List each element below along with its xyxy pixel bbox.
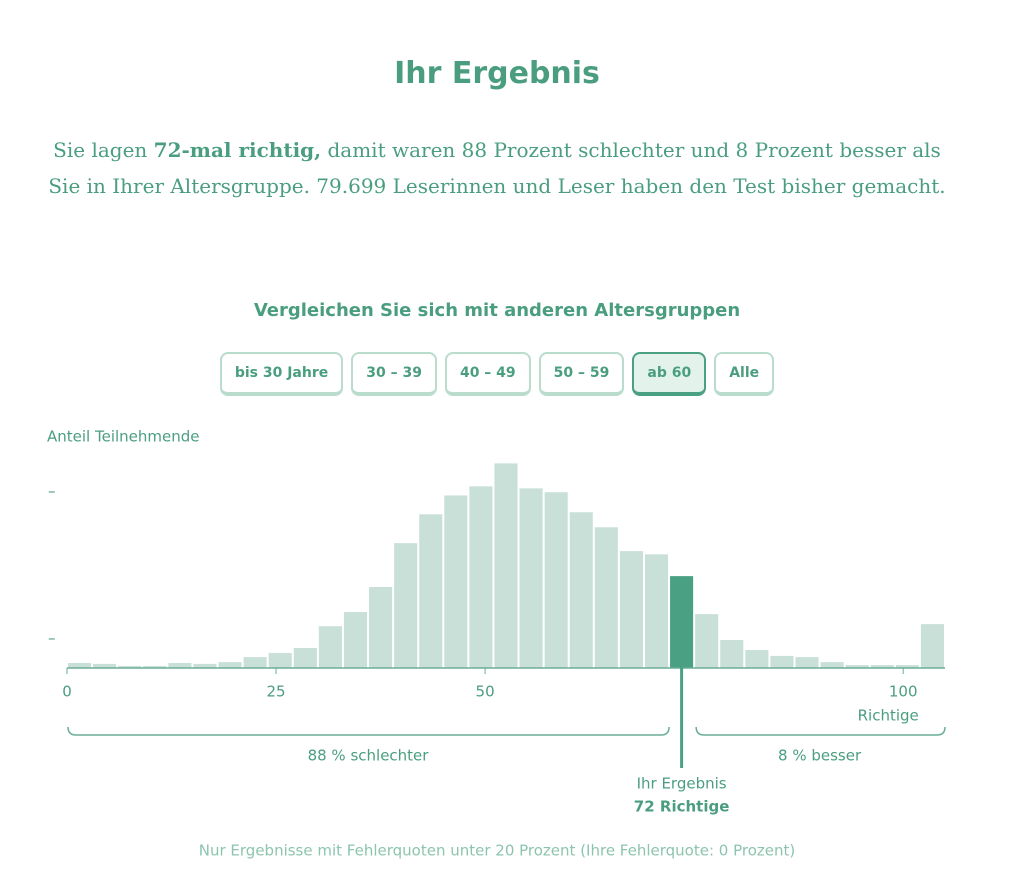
x-axis-label: Richtige bbox=[858, 707, 919, 725]
marker-label: Ihr Ergebnis bbox=[637, 775, 727, 793]
compare-title: Vergleichen Sie sich mit anderen Altersg… bbox=[253, 300, 741, 321]
bar bbox=[544, 492, 568, 668]
age-button[interactable]: 40 – 49 bbox=[444, 352, 531, 396]
button-group: bis 30 Jahre 30 – 39 40 – 49 50 – 59 ab 60 Al… bbox=[0, 352, 994, 396]
bar bbox=[895, 665, 919, 668]
bar bbox=[193, 663, 217, 668]
bar bbox=[343, 612, 368, 668]
bar bbox=[419, 514, 443, 668]
y-tick-label: – bbox=[48, 482, 56, 500]
bar bbox=[293, 647, 317, 668]
bar bbox=[394, 543, 418, 668]
bar bbox=[494, 463, 518, 668]
bar bbox=[218, 662, 242, 668]
x-tick-label: 0 bbox=[62, 683, 72, 701]
bar bbox=[93, 663, 117, 668]
bar bbox=[318, 626, 342, 668]
intro-text: Sie lagen bbox=[53, 138, 154, 162]
better-label: 8 % besser bbox=[778, 747, 862, 765]
bar bbox=[770, 655, 794, 668]
age-button[interactable]: Alle bbox=[714, 352, 775, 396]
bar bbox=[720, 640, 744, 668]
bar bbox=[118, 665, 142, 668]
bracket bbox=[67, 726, 670, 736]
bar bbox=[243, 657, 267, 668]
bar bbox=[369, 587, 393, 668]
intro: Sie lagen 72-mal richtig, damit waren 88… bbox=[47, 132, 947, 204]
bar bbox=[695, 614, 719, 668]
bar bbox=[268, 652, 292, 668]
bracket bbox=[695, 726, 946, 736]
bar bbox=[143, 665, 167, 668]
bar bbox=[168, 662, 192, 668]
footer-note: Nur Ergebnisse mit Fehlerquoten unter 20… bbox=[199, 842, 796, 860]
marker-sublabel: 72 Richtige bbox=[634, 798, 730, 816]
bar bbox=[619, 551, 643, 668]
intro-text: damit waren 88 Prozent schlechter und 8 … bbox=[48, 138, 946, 198]
bar bbox=[644, 554, 669, 668]
x-tick-label: 100 bbox=[889, 683, 918, 701]
bar bbox=[845, 665, 869, 668]
y-tick-label: – bbox=[48, 629, 56, 647]
bar bbox=[469, 486, 493, 668]
x-tick-label: 25 bbox=[267, 683, 286, 701]
age-button[interactable]: bis 30 Jahre bbox=[219, 352, 344, 396]
bar bbox=[519, 488, 543, 668]
bar bbox=[594, 527, 618, 668]
bar bbox=[569, 512, 593, 668]
age-button[interactable]: 30 – 39 bbox=[351, 352, 437, 396]
worse-label: 88 % schlechter bbox=[308, 747, 430, 765]
title: Ihr Ergebnis bbox=[394, 56, 600, 91]
y-axis-label: Anteil Teilnehmende bbox=[47, 428, 200, 446]
bar bbox=[820, 662, 844, 668]
bar bbox=[795, 657, 819, 668]
bar bbox=[745, 650, 769, 668]
age-button[interactable]: ab 60 bbox=[632, 352, 707, 396]
bar bbox=[870, 665, 894, 668]
bar bbox=[68, 662, 92, 668]
intro-bold: 72-mal richtig, bbox=[153, 138, 322, 162]
bar bbox=[670, 576, 694, 668]
bar bbox=[920, 624, 944, 668]
bar bbox=[444, 495, 468, 668]
x-tick-label: 50 bbox=[476, 683, 495, 701]
age-button[interactable]: 50 – 59 bbox=[538, 352, 625, 396]
